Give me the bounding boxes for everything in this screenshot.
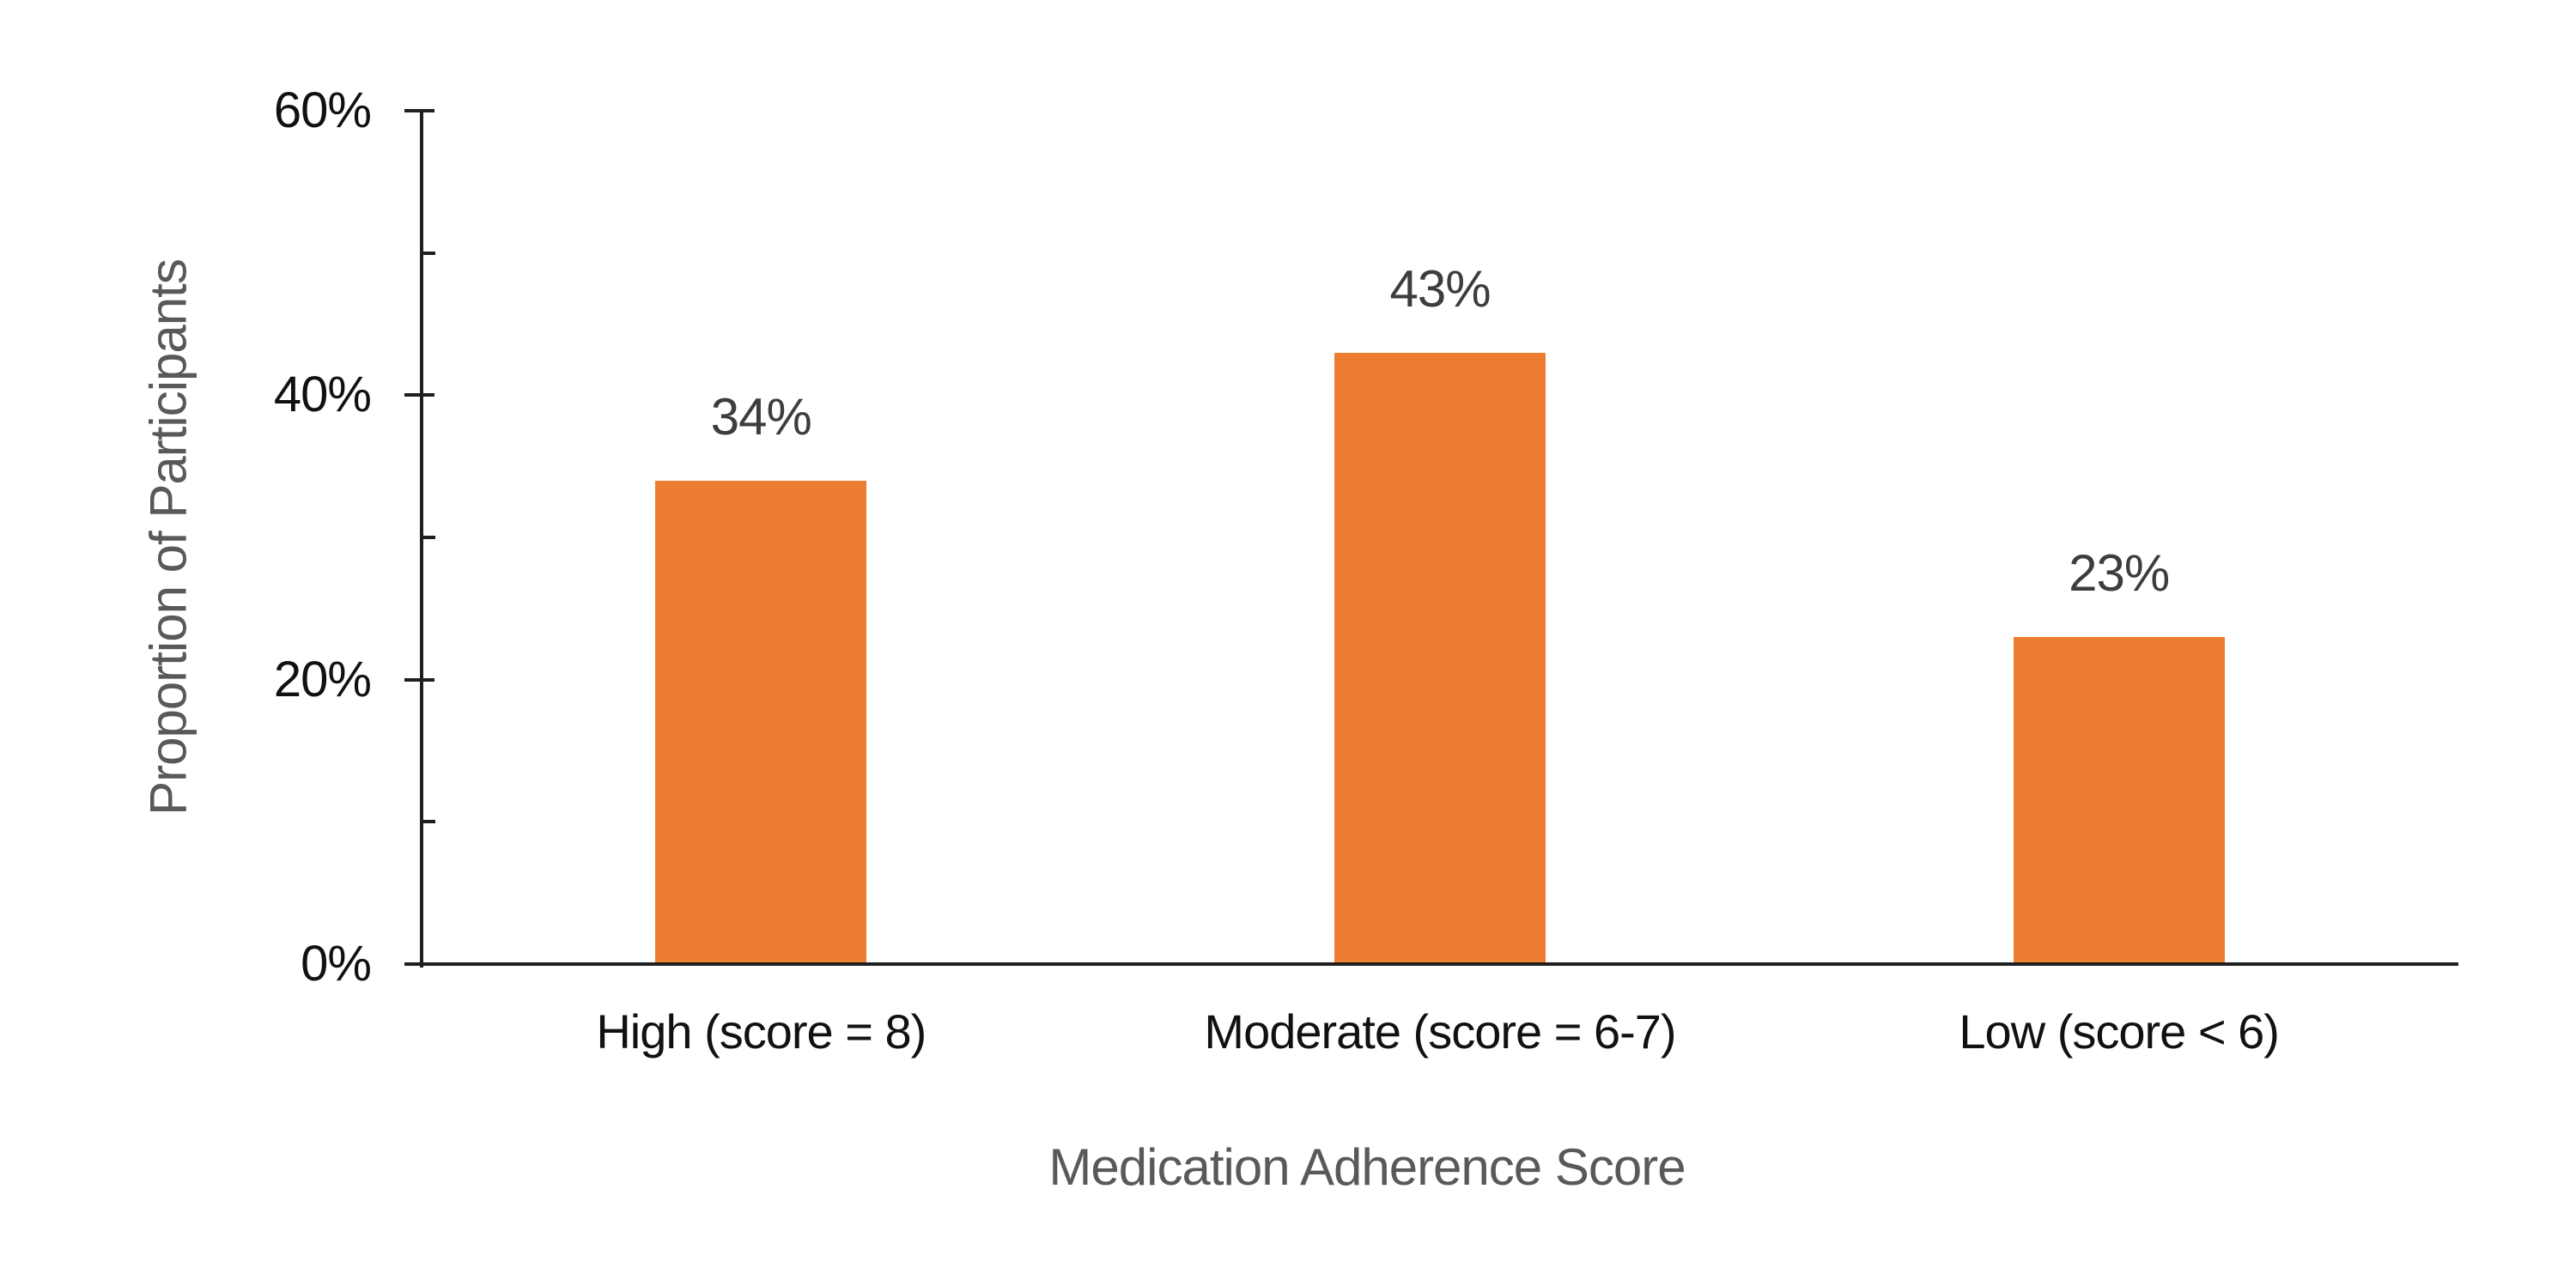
x-category-label: Low (score < 6) [1959, 1004, 2280, 1059]
y-tick-mark [422, 251, 435, 255]
y-tick-mark [404, 677, 434, 682]
y-tick-mark [404, 393, 434, 397]
y-tick-label: 20% [273, 651, 372, 707]
x-axis-line [404, 962, 2458, 966]
bar-value-label: 43% [1389, 259, 1491, 318]
bar-moderate [1334, 352, 1546, 964]
y-tick-label: 40% [273, 367, 372, 423]
bar-low [2013, 636, 2225, 964]
y-axis-title-text: Proportion of Participants [139, 259, 197, 816]
y-tick-mark [404, 109, 434, 112]
bar-value-label: 34% [710, 387, 812, 446]
x-category-label: Moderate (score = 6-7) [1204, 1004, 1676, 1059]
y-tick-label: 0% [301, 936, 372, 992]
bar-high [655, 480, 867, 964]
y-tick-label: 60% [273, 82, 372, 138]
x-category-label: High (score = 8) [596, 1004, 927, 1059]
bar-value-label: 23% [2069, 543, 2170, 602]
y-tick-mark [422, 820, 435, 824]
x-axis-title: Medication Adherence Score [1048, 1138, 1686, 1196]
y-tick-mark [422, 536, 435, 539]
y-axis-line [420, 111, 423, 968]
